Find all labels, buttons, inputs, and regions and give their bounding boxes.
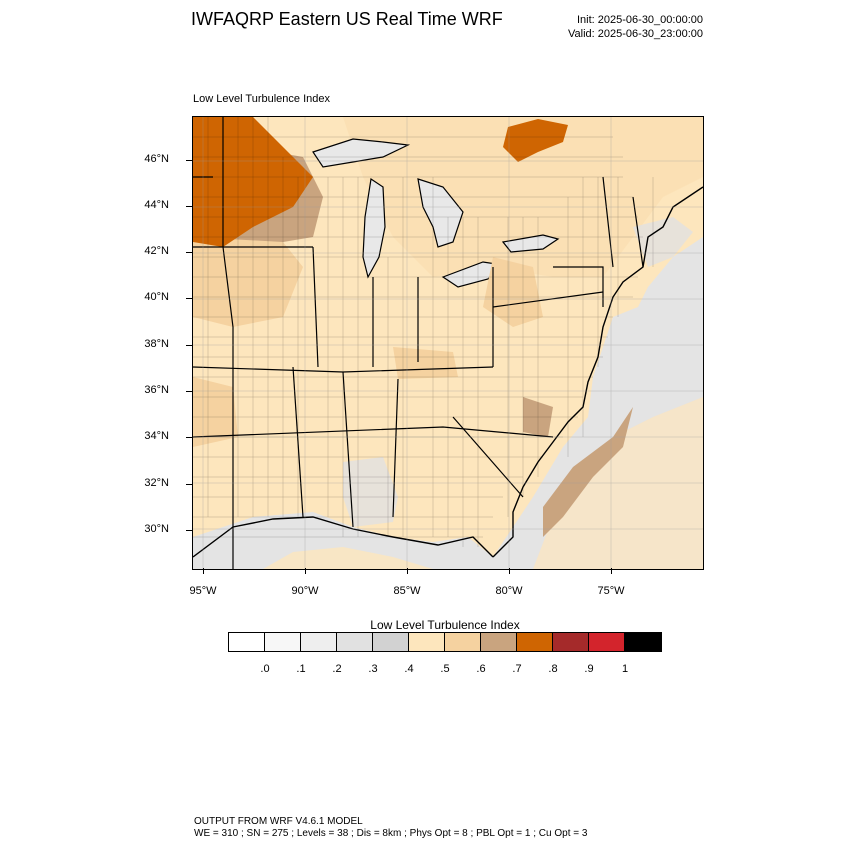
lat-label-34: 34°N <box>144 430 169 442</box>
lon-tick <box>407 568 408 574</box>
legend-swatch <box>409 633 445 651</box>
lat-tick <box>186 484 192 485</box>
lon-label-90w: 90°W <box>291 585 319 597</box>
legend-title: Low Level Turbulence Index <box>370 618 520 632</box>
legend-tick-label: .1 <box>296 663 306 675</box>
lat-tick <box>186 391 192 392</box>
lake-huron <box>417 178 464 248</box>
lat-label-44: 44°N <box>144 199 169 211</box>
gulf-of-mexico <box>193 512 493 569</box>
legend-tick-label: 1 <box>621 663 629 675</box>
lon-tick <box>509 568 510 574</box>
legend-swatch <box>589 633 625 651</box>
lat-label-32: 32°N <box>144 477 169 489</box>
lake-ontario <box>501 234 560 253</box>
legend-tick-label: .3 <box>368 663 378 675</box>
legend-swatch <box>553 633 589 651</box>
lake-superior <box>312 138 411 168</box>
ontario-very-high <box>503 119 568 162</box>
model-footer: OUTPUT FROM WRF V4.6.1 MODEL WE = 310 ; … <box>194 816 587 840</box>
legend-tick-label: .8 <box>548 663 558 675</box>
south-plains-elevated <box>193 377 238 447</box>
plains-elevated <box>193 237 303 327</box>
legend-tick-label: .6 <box>476 663 486 675</box>
ocean-high-band <box>543 407 633 537</box>
legend-swatch <box>265 633 301 651</box>
lon-label-85w: 85°W <box>393 585 421 597</box>
lon-label-95w: 95°W <box>189 585 217 597</box>
run-times: Init: 2025-06-30_00:00:00 Valid: 2025-06… <box>568 13 703 41</box>
turbulence-map <box>193 117 703 569</box>
footer-line-2: WE = 310 ; SN = 275 ; Levels = 38 ; Dis … <box>194 828 588 839</box>
lat-tick <box>186 160 192 161</box>
legend-tick-label: .0 <box>260 663 270 675</box>
legend-swatch <box>229 633 265 651</box>
legend-swatch <box>517 633 553 651</box>
map-frame <box>192 116 704 570</box>
appalachian-elevated <box>483 257 543 327</box>
legend-swatch <box>301 633 337 651</box>
county-grid <box>193 117 654 547</box>
main-title: IWFAQRP Eastern US Real Time WRF <box>191 9 503 29</box>
lat-label-36: 36°N <box>144 384 169 396</box>
lat-label-30: 30°N <box>144 523 169 535</box>
alabama-low-patch <box>343 457 398 527</box>
valid-time: Valid: 2025-06-30_23:00:00 <box>568 28 703 40</box>
state-borders <box>193 117 644 569</box>
lon-label-80w: 80°W <box>495 585 523 597</box>
lat-label-38: 38°N <box>144 338 169 350</box>
kentucky-elevated <box>393 347 458 379</box>
lon-tick <box>611 568 612 574</box>
lat-tick <box>186 206 192 207</box>
legend-tick-label: .4 <box>404 663 414 675</box>
legend-swatch <box>481 633 517 651</box>
legend-swatch <box>445 633 481 651</box>
lon-label-75w: 75°W <box>597 585 625 597</box>
lake-michigan <box>362 177 386 279</box>
legend-tick-label: .7 <box>512 663 522 675</box>
lat-tick <box>186 530 192 531</box>
canada-region <box>343 117 703 277</box>
lat-tick <box>186 252 192 253</box>
legend-colorbar <box>228 632 662 652</box>
new-england-low-patch <box>633 217 693 267</box>
legend-tick-label: .5 <box>440 663 450 675</box>
panel-title: Low Level Turbulence Index <box>193 93 330 105</box>
lat-tick <box>186 298 192 299</box>
legend-tick-label: .2 <box>332 663 342 675</box>
lat-label-40: 40°N <box>144 291 169 303</box>
carolina-high <box>523 397 553 437</box>
lon-tick <box>203 568 204 574</box>
footer-line-1: OUTPUT FROM WRF V4.6.1 MODEL <box>194 816 363 827</box>
lat-label-42: 42°N <box>144 245 169 257</box>
lat-tick <box>186 345 192 346</box>
legend-tick-label: .9 <box>584 663 594 675</box>
lat-tick <box>186 437 192 438</box>
gulf-warm-band <box>263 547 433 569</box>
lon-tick <box>305 568 306 574</box>
init-time: Init: 2025-06-30_00:00:00 <box>577 14 703 26</box>
legend-swatch <box>625 633 661 651</box>
legend-swatch <box>373 633 409 651</box>
graticule <box>193 117 703 569</box>
legend-swatch <box>337 633 373 651</box>
lat-label-46: 46°N <box>144 153 169 165</box>
